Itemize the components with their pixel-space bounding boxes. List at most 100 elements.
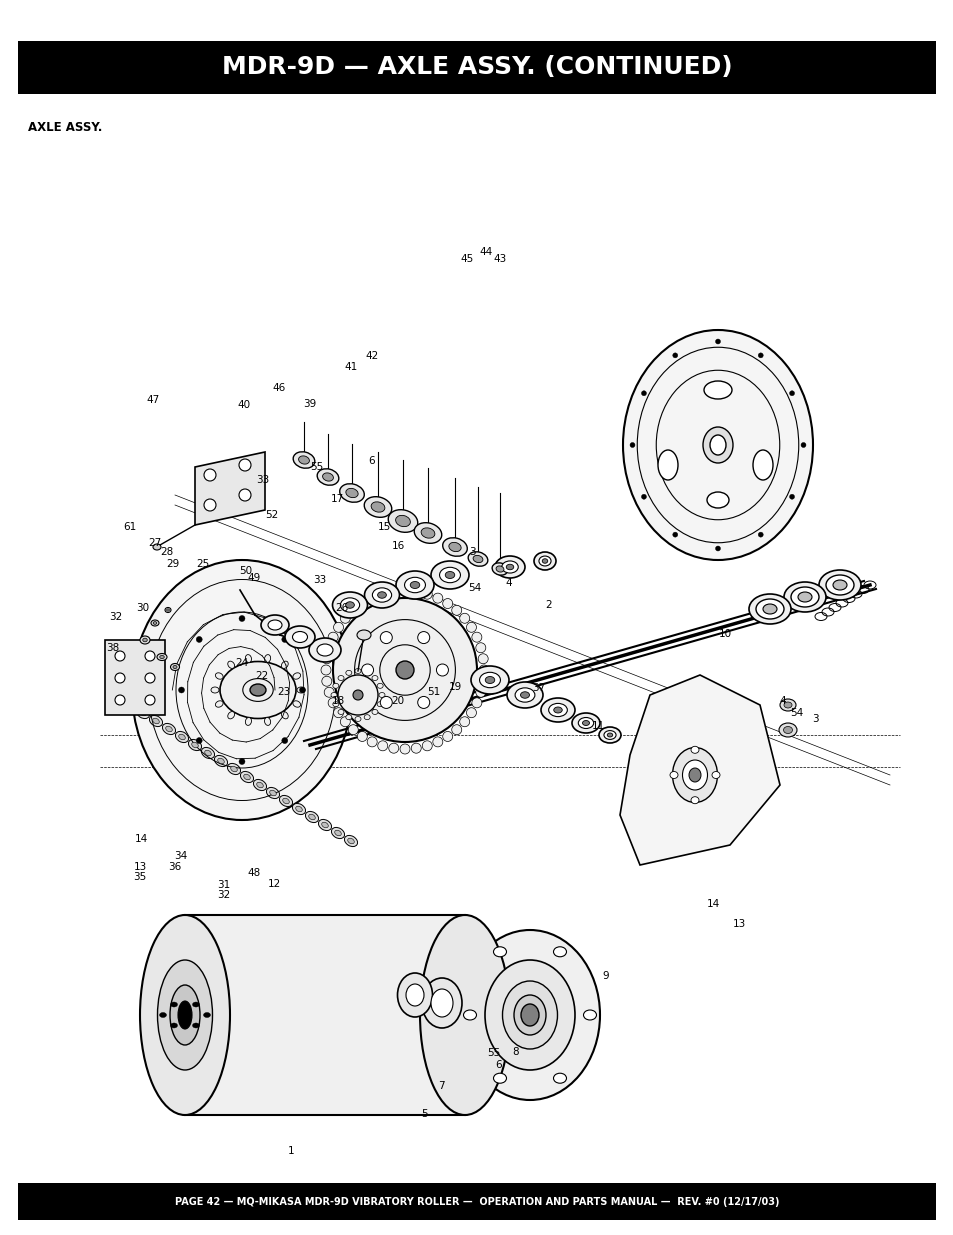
Ellipse shape xyxy=(658,450,678,480)
Ellipse shape xyxy=(356,630,371,640)
Ellipse shape xyxy=(789,494,794,499)
Ellipse shape xyxy=(514,995,545,1035)
Ellipse shape xyxy=(270,790,276,795)
Ellipse shape xyxy=(442,731,453,741)
Ellipse shape xyxy=(779,722,796,737)
Ellipse shape xyxy=(603,731,616,740)
Ellipse shape xyxy=(790,587,818,606)
Text: 38: 38 xyxy=(106,643,119,653)
Ellipse shape xyxy=(285,626,314,648)
Ellipse shape xyxy=(331,827,344,839)
Circle shape xyxy=(436,664,448,676)
Circle shape xyxy=(417,697,429,709)
Text: 37: 37 xyxy=(532,683,545,693)
Ellipse shape xyxy=(320,664,331,676)
Text: 31: 31 xyxy=(217,881,231,890)
Ellipse shape xyxy=(515,688,535,703)
Ellipse shape xyxy=(431,989,453,1016)
Circle shape xyxy=(204,499,215,511)
Text: 9: 9 xyxy=(602,971,608,981)
Ellipse shape xyxy=(782,726,792,734)
Ellipse shape xyxy=(334,622,343,632)
Ellipse shape xyxy=(355,668,360,673)
Ellipse shape xyxy=(669,772,678,778)
Ellipse shape xyxy=(245,718,252,725)
Text: 3: 3 xyxy=(469,547,475,557)
Ellipse shape xyxy=(377,592,386,598)
Ellipse shape xyxy=(466,622,476,632)
Ellipse shape xyxy=(261,615,289,635)
Ellipse shape xyxy=(162,724,175,735)
Ellipse shape xyxy=(228,711,234,719)
Ellipse shape xyxy=(797,592,811,601)
Ellipse shape xyxy=(502,981,557,1049)
Ellipse shape xyxy=(783,701,791,708)
Text: 19: 19 xyxy=(448,682,461,692)
Ellipse shape xyxy=(377,589,387,599)
Ellipse shape xyxy=(583,1010,596,1020)
Ellipse shape xyxy=(166,726,172,732)
Ellipse shape xyxy=(406,984,423,1007)
Ellipse shape xyxy=(495,556,524,578)
Ellipse shape xyxy=(789,390,794,395)
Ellipse shape xyxy=(433,737,442,747)
Ellipse shape xyxy=(123,699,136,710)
Ellipse shape xyxy=(477,653,488,663)
Ellipse shape xyxy=(348,725,358,735)
Ellipse shape xyxy=(818,571,861,600)
Ellipse shape xyxy=(331,693,336,698)
Ellipse shape xyxy=(227,763,240,774)
Text: 43: 43 xyxy=(493,254,506,264)
Ellipse shape xyxy=(159,656,164,658)
Ellipse shape xyxy=(268,620,282,630)
Ellipse shape xyxy=(293,452,314,468)
Ellipse shape xyxy=(171,1002,177,1007)
Ellipse shape xyxy=(205,750,211,756)
Ellipse shape xyxy=(348,605,358,615)
Text: 61: 61 xyxy=(123,522,136,532)
Ellipse shape xyxy=(466,708,476,718)
Ellipse shape xyxy=(709,435,725,454)
Ellipse shape xyxy=(572,713,599,734)
Text: MDR-9D — AXLE ASSY. (CONTINUED): MDR-9D — AXLE ASSY. (CONTINUED) xyxy=(221,56,732,79)
Ellipse shape xyxy=(335,830,341,836)
Ellipse shape xyxy=(157,960,213,1070)
Ellipse shape xyxy=(672,532,677,537)
Ellipse shape xyxy=(758,532,762,537)
Ellipse shape xyxy=(640,494,646,499)
Text: 34: 34 xyxy=(174,851,188,861)
Text: 7: 7 xyxy=(438,1081,444,1091)
Ellipse shape xyxy=(371,501,384,513)
Ellipse shape xyxy=(333,592,367,618)
Ellipse shape xyxy=(324,687,334,698)
Ellipse shape xyxy=(506,682,542,708)
Text: 42: 42 xyxy=(365,351,378,361)
Text: 47: 47 xyxy=(146,395,159,405)
Ellipse shape xyxy=(419,915,510,1115)
Ellipse shape xyxy=(399,585,410,597)
Ellipse shape xyxy=(388,510,417,532)
Ellipse shape xyxy=(471,666,509,694)
Text: 13: 13 xyxy=(133,862,147,872)
Ellipse shape xyxy=(139,710,146,716)
Ellipse shape xyxy=(395,661,414,679)
Ellipse shape xyxy=(159,1013,167,1018)
Ellipse shape xyxy=(333,701,338,706)
Text: 26: 26 xyxy=(335,603,348,613)
Ellipse shape xyxy=(364,496,392,517)
Ellipse shape xyxy=(484,960,575,1070)
Ellipse shape xyxy=(189,740,201,751)
Text: 48: 48 xyxy=(247,868,260,878)
Text: 1: 1 xyxy=(288,1146,294,1156)
Ellipse shape xyxy=(266,788,279,799)
Ellipse shape xyxy=(431,561,469,589)
Ellipse shape xyxy=(534,552,556,571)
Ellipse shape xyxy=(281,661,288,668)
Ellipse shape xyxy=(196,636,202,642)
Ellipse shape xyxy=(478,664,489,676)
Text: 33: 33 xyxy=(313,576,326,585)
Ellipse shape xyxy=(496,566,503,572)
Ellipse shape xyxy=(801,442,805,447)
Ellipse shape xyxy=(337,676,377,715)
Ellipse shape xyxy=(298,456,309,464)
